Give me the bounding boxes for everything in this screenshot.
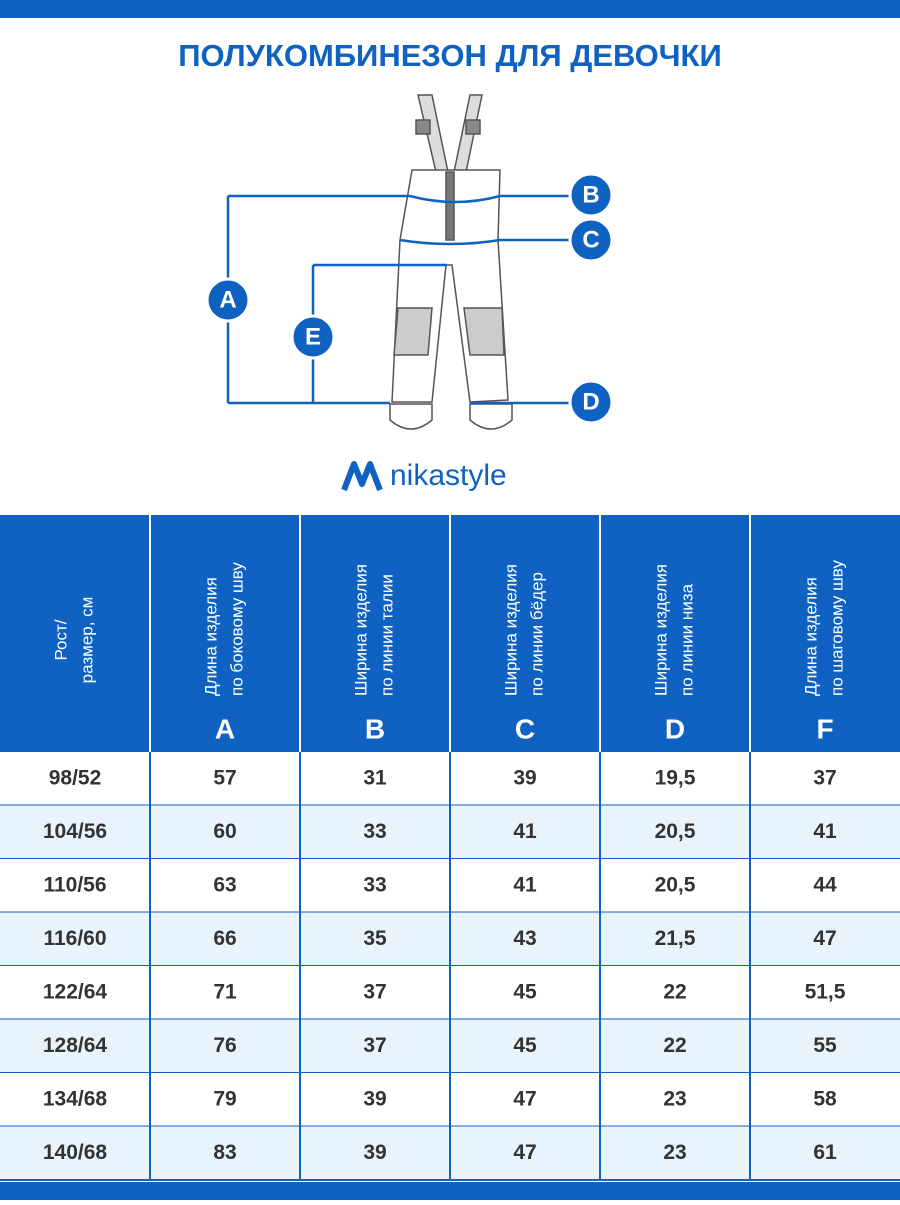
- label-circle: [290, 314, 336, 360]
- table-cell: 39: [363, 1141, 386, 1164]
- column-header: Длина изделия: [201, 577, 220, 696]
- logo: nikastyle: [341, 459, 507, 492]
- table-cell: 39: [363, 1087, 386, 1110]
- table-cell: 22: [663, 980, 686, 1003]
- table-cell: 63: [213, 873, 236, 896]
- table-cell: 98/52: [49, 766, 102, 789]
- table-cell: 79: [213, 1087, 236, 1110]
- diagram-label: E: [305, 323, 321, 350]
- table-cell: 43: [513, 927, 536, 950]
- table-cell: 37: [813, 766, 836, 789]
- table-cell: 76: [213, 1034, 236, 1057]
- logo-icon: [341, 461, 383, 492]
- table-cell: 41: [813, 820, 837, 843]
- table-cell: 37: [363, 980, 386, 1003]
- table-cell: 55: [813, 1034, 837, 1057]
- column-letter: C: [515, 713, 535, 744]
- brand: nikastyle: [390, 459, 507, 492]
- diagram-label: B: [582, 181, 599, 208]
- table-cell: 60: [213, 820, 236, 843]
- table-cell: 44: [813, 873, 837, 896]
- table-cell: 47: [813, 927, 836, 950]
- top-bar: [0, 0, 900, 18]
- table-cell: 51,5: [805, 980, 846, 1003]
- table-cell: 33: [363, 873, 386, 896]
- label-circle: [205, 277, 251, 323]
- table-cell: 23: [663, 1087, 686, 1110]
- column-header: размер, см: [77, 597, 96, 684]
- table-cell: 23: [663, 1141, 686, 1164]
- table-cell: 71: [213, 980, 237, 1003]
- table-cell: 45: [513, 980, 537, 1003]
- table-cell: 110/56: [43, 873, 106, 896]
- label-circle: [568, 379, 614, 425]
- table-cell: 104/56: [43, 820, 107, 843]
- title: ПОЛУКОМБИНЕЗОН ДЛЯ ДЕВОЧКИ: [178, 38, 721, 73]
- table-cell: 116/60: [43, 927, 106, 950]
- column-header: по шаговому шву: [827, 560, 846, 696]
- diagram-label: A: [219, 286, 236, 313]
- column-header: Ширина изделия: [651, 564, 670, 696]
- table-cell: 128/64: [43, 1034, 108, 1057]
- column-header: Длина изделия: [801, 577, 820, 696]
- table-cell: 47: [513, 1141, 536, 1164]
- label-circle: [568, 172, 614, 218]
- column-header: Рост/: [51, 619, 70, 660]
- bottom-bar: [0, 1182, 900, 1200]
- table-cell: 39: [513, 766, 536, 789]
- table-cell: 41: [513, 820, 537, 843]
- table-cell: 66: [213, 927, 236, 950]
- column-header: по линии талии: [377, 574, 396, 696]
- table-cell: 41: [513, 873, 537, 896]
- garment-drawing: [389, 94, 513, 430]
- table-cell: 20,5: [655, 873, 696, 896]
- table-cell: 45: [513, 1034, 537, 1057]
- table-cell: 21,5: [655, 927, 696, 950]
- column-letter: B: [365, 713, 385, 744]
- table-cell: 134/68: [43, 1087, 108, 1110]
- column-header: по линии низа: [677, 583, 696, 696]
- table-cell: 20,5: [655, 820, 696, 843]
- table-cell: 37: [363, 1034, 386, 1057]
- table-cell: 33: [363, 820, 386, 843]
- table-cell: 35: [363, 927, 387, 950]
- table-cell: 58: [813, 1087, 837, 1110]
- label-circle: [568, 217, 614, 263]
- measure-lines: [226, 194, 570, 405]
- diagram-label: C: [582, 226, 599, 253]
- column-letter: F: [816, 713, 833, 744]
- table-cell: 47: [513, 1087, 536, 1110]
- column-header: по боковому шву: [227, 562, 246, 696]
- table-cell: 19,5: [655, 766, 696, 789]
- table-cell: 83: [213, 1141, 236, 1164]
- table-cell: 31: [363, 766, 387, 789]
- table-cell: 140/68: [43, 1141, 108, 1164]
- column-header: Ширина изделия: [501, 564, 520, 696]
- column-header: Ширина изделия: [351, 564, 370, 696]
- column-letter: D: [665, 713, 685, 744]
- table-cell: 61: [813, 1141, 837, 1164]
- table-cell: 22: [663, 1034, 686, 1057]
- table-cell: 122/64: [43, 980, 108, 1003]
- diagram-label: D: [582, 388, 599, 415]
- column-letter: A: [215, 713, 235, 744]
- table-cell: 57: [213, 766, 236, 789]
- column-header: по линии бёдер: [527, 572, 546, 696]
